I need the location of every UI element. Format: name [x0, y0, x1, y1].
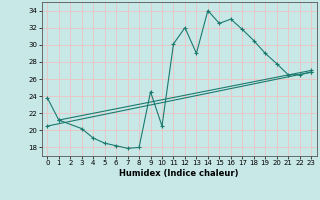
X-axis label: Humidex (Indice chaleur): Humidex (Indice chaleur) — [119, 169, 239, 178]
